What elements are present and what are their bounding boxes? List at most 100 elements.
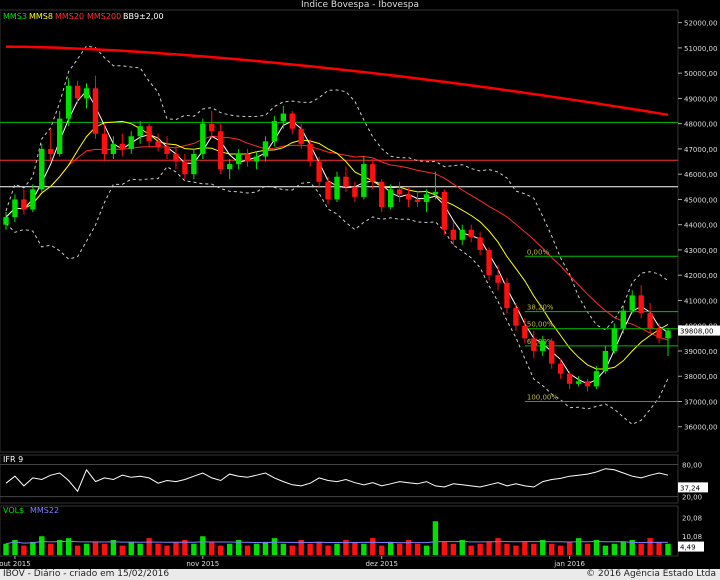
candle-body	[298, 128, 304, 144]
volume-title: VOL$	[3, 506, 24, 515]
candle-body	[235, 153, 242, 165]
volume-bar	[12, 540, 18, 555]
volume-bar	[602, 545, 609, 555]
price-panel-frame	[0, 9, 679, 453]
candle-body	[191, 153, 197, 175]
volume-panel-frame	[0, 505, 679, 557]
candle-body	[656, 328, 662, 339]
rsi-panel-frame	[0, 454, 679, 504]
volume-bar	[432, 521, 439, 555]
volume-bar	[280, 543, 287, 555]
last-price-box	[678, 325, 720, 336]
volume-bar	[620, 541, 626, 555]
volume-bar	[119, 545, 125, 555]
candle-body	[226, 164, 233, 170]
volume-bar	[423, 545, 430, 555]
price-y-tick-label: 36000,00	[684, 424, 717, 432]
volume-bar	[191, 543, 197, 555]
volume-bar	[549, 543, 555, 555]
rsi-title: IFR 9	[3, 455, 23, 464]
fibonacci-level-label: 100,00%	[527, 393, 558, 401]
last-price-label: 39808,00	[680, 328, 713, 336]
volume-bar	[334, 543, 340, 555]
candle-body	[513, 308, 519, 326]
axis-layer: 36000,0037000,0038000,0039000,0040000,00…	[0, 20, 720, 568]
legend-bb: BB9±2,00	[123, 12, 164, 21]
candle-body	[146, 126, 152, 142]
rsi-line	[5, 468, 669, 493]
volume-bar	[343, 540, 349, 555]
fibonacci-level-label: 0,00%	[527, 248, 550, 256]
candle-body	[30, 189, 36, 210]
price-y-tick-label: 42000,00	[684, 272, 717, 280]
volume-bar	[316, 541, 322, 555]
volume-last-label: 4,49	[680, 544, 696, 552]
volume-bar	[235, 540, 242, 555]
mms8-line	[5, 120, 669, 370]
mms20-line	[5, 135, 669, 341]
x-tick-label: dez 2015	[365, 560, 397, 568]
candle-body	[352, 186, 358, 197]
candle-body	[486, 249, 492, 276]
candle-body	[629, 295, 635, 311]
volume-bar	[226, 543, 233, 555]
volume-bar	[495, 538, 501, 555]
volume-bar	[39, 536, 45, 555]
volume-bar	[155, 543, 161, 555]
candle-body	[549, 340, 555, 364]
volume-bar	[271, 538, 278, 555]
legend-mms20: MMS20	[55, 12, 84, 21]
volume-bar	[647, 538, 653, 555]
footer-right-text: © 2016 Agência Estado Ltda	[586, 569, 716, 579]
volume-bar	[352, 541, 358, 555]
candle-body	[522, 325, 528, 339]
volume-bar	[450, 543, 456, 555]
price-y-tick-label: 47000,00	[684, 146, 717, 154]
volume-bar	[262, 541, 269, 555]
price-y-tick-label: 37000,00	[684, 398, 717, 406]
candle-body	[531, 338, 537, 351]
candle-body	[620, 310, 626, 329]
candle-body	[557, 363, 564, 374]
volume-bar	[182, 540, 188, 555]
rsi-last-box	[678, 482, 708, 493]
volume-bar	[584, 543, 591, 555]
volume-bar	[56, 540, 63, 555]
volume-bar	[575, 538, 582, 555]
legend-mms8: MMS8	[29, 12, 53, 21]
candle-body	[361, 164, 367, 197]
footer-bar: IBOV - Diário - criado em 15/02/2016 © 2…	[0, 569, 720, 580]
bollinger-lower-band	[5, 166, 669, 425]
volume-bar	[611, 543, 618, 555]
candle-body	[92, 88, 99, 134]
volume-bar	[566, 541, 573, 555]
candle-body	[566, 373, 573, 384]
volume-bar	[146, 538, 152, 555]
volume-bar	[164, 545, 170, 555]
candle-body	[262, 141, 269, 157]
volume-bar	[387, 541, 394, 555]
volume-bar	[638, 543, 644, 555]
volume-bar	[396, 543, 403, 555]
volume-bar	[128, 541, 134, 555]
candle-body	[459, 229, 465, 240]
volume-bar	[325, 545, 331, 555]
volume-layer	[3, 521, 671, 555]
volume-bar	[522, 541, 528, 555]
price-y-tick-label: 49000,00	[684, 95, 717, 103]
volume-bar	[48, 543, 54, 555]
volume-bar	[504, 543, 510, 555]
candle-body	[209, 123, 215, 132]
x-tick-label: nov 2015	[186, 560, 219, 568]
candle-body	[370, 164, 376, 182]
price-y-tick-label: 52000,00	[684, 20, 717, 28]
volume-bar	[209, 541, 215, 555]
volume-bar	[531, 543, 537, 555]
bollinger-upper-band	[5, 45, 669, 331]
price-layer: 0,00%38,20%50,00%61,80%100,00%	[0, 45, 678, 425]
volume-bar	[379, 545, 385, 555]
price-y-tick-label: 51000,00	[684, 45, 717, 53]
volume-bar	[83, 543, 90, 555]
candle-body	[450, 229, 456, 240]
